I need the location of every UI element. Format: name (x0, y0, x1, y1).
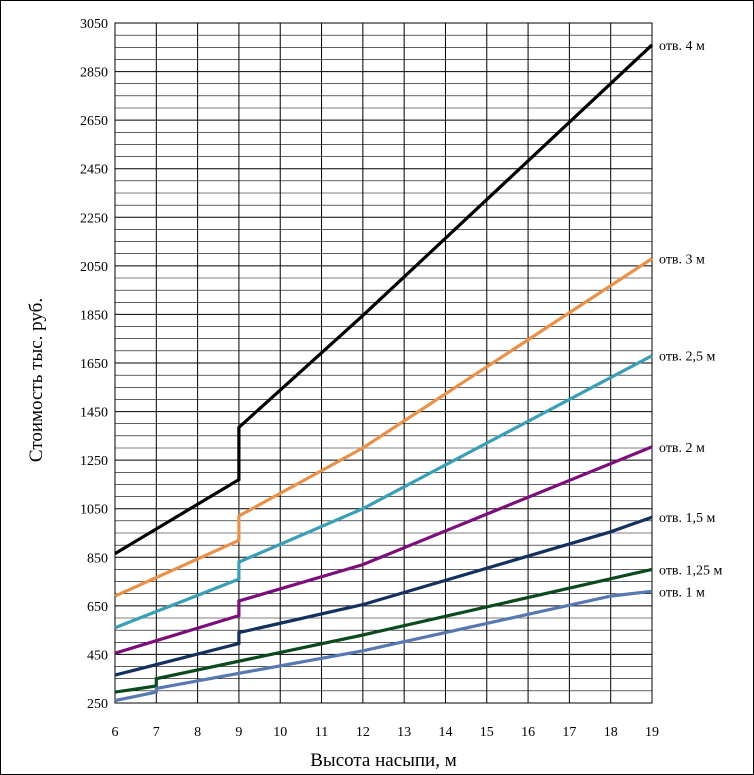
x-tick-label: 10 (273, 725, 287, 740)
x-tick-label: 8 (194, 725, 201, 740)
series-line (114, 589, 653, 703)
major-grid (114, 22, 653, 704)
y-tick-label: 450 (87, 648, 108, 663)
x-tick-label: 18 (604, 725, 618, 740)
series-label: отв. 1,5 м (659, 511, 716, 526)
series-label: отв. 1 м (659, 585, 705, 600)
series-label: отв. 1,25 м (659, 563, 723, 578)
y-tick-label: 1050 (80, 503, 108, 518)
y-tick-label: 1650 (80, 357, 108, 372)
series-label: отв. 2,5 м (659, 350, 716, 365)
y-tick-label: 1450 (80, 406, 108, 421)
x-tick-label: 6 (112, 725, 119, 740)
series-label: отв. 3 м (659, 253, 705, 268)
y-tick-label: 2250 (80, 211, 108, 226)
y-tick-labels: 250 450 650 850 1050 1250 1450 1650 1850 2050 2250… (80, 17, 108, 712)
series-line (114, 567, 653, 694)
x-axis-title: Высота насыпи, м (310, 750, 457, 771)
x-tick-label: 13 (397, 725, 411, 740)
series-label: отв. 2 м (659, 441, 705, 456)
x-tick-label: 7 (153, 725, 160, 740)
y-tick-label: 1850 (80, 308, 108, 323)
y-tick-label: 2050 (80, 260, 108, 275)
series-line (114, 257, 653, 598)
x-tick-label: 12 (356, 725, 370, 740)
series-line (114, 43, 654, 555)
plot-area-border (114, 22, 653, 704)
x-tick-label: 19 (645, 725, 659, 740)
y-tick-label: 2650 (80, 114, 108, 129)
series-line (114, 515, 653, 677)
series-line (114, 445, 653, 655)
y-tick-label: 250 (87, 697, 108, 712)
minor-grid (115, 34, 652, 692)
x-tick-label: 16 (521, 725, 535, 740)
x-tick-label: 15 (480, 725, 494, 740)
x-tick-label: 14 (438, 725, 452, 740)
y-tick-label: 3050 (80, 17, 108, 32)
y-tick-label: 2450 (80, 163, 108, 178)
y-tick-label: 650 (87, 600, 108, 615)
y-tick-label: 2850 (80, 66, 108, 81)
y-axis-title: Стоимость тыс. руб. (26, 298, 47, 462)
x-tick-labels: 6 7 8 9 10 11 12 13 14 15 16 17 18 19 (112, 725, 660, 740)
series-label: отв. 4 м (659, 39, 705, 54)
x-tick-label: 17 (562, 725, 576, 740)
y-tick-label: 850 (87, 551, 108, 566)
x-tick-label: 11 (315, 725, 328, 740)
x-tick-label: 9 (235, 725, 242, 740)
y-tick-label: 1250 (80, 454, 108, 469)
series-lines (114, 43, 654, 703)
series-line (114, 354, 653, 630)
series-labels: отв. 4 м отв. 3 м отв. 2,5 м отв. 2 м отв. 1… (659, 39, 723, 600)
